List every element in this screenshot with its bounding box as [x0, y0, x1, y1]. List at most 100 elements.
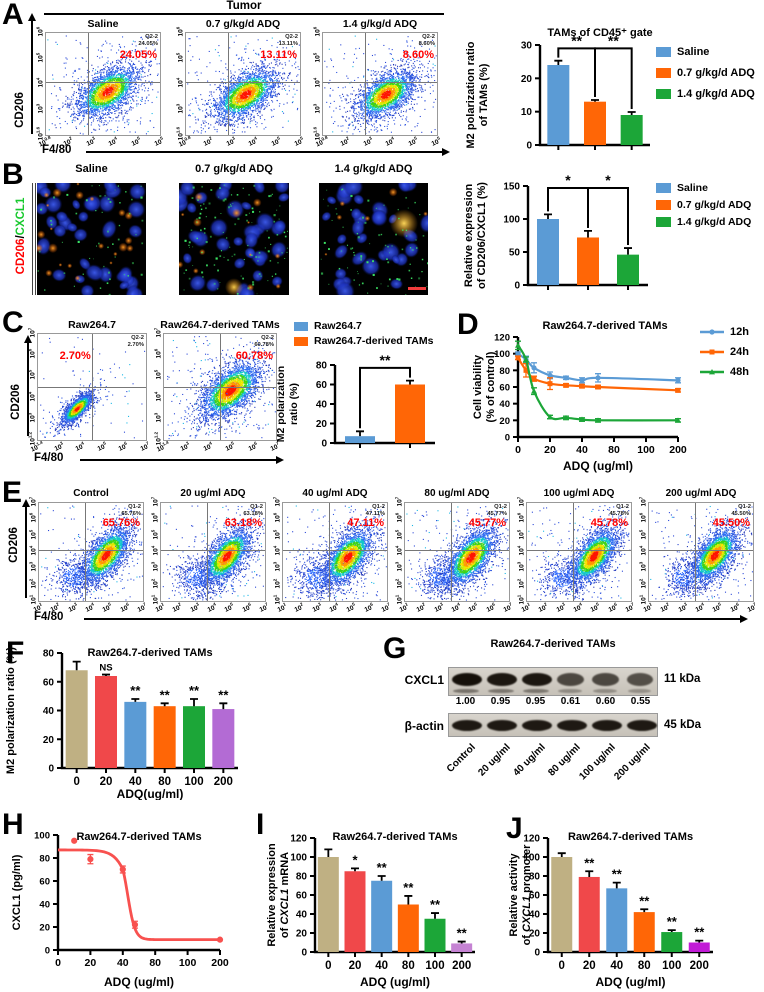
quadrant-vline [206, 503, 208, 601]
svg-text:60: 60 [499, 383, 510, 394]
svg-text:**: ** [430, 897, 441, 912]
flow-plot-title: 100 ug/ml ADQ [543, 488, 615, 499]
svg-text:60: 60 [316, 380, 328, 391]
svg-text:NS: NS [99, 663, 112, 674]
svg-text:**: ** [130, 683, 141, 698]
blot-kda-cxcl1: 11 kDa [664, 673, 701, 685]
flow-y-tick: 105 [35, 52, 45, 62]
legend-label: Saline [677, 182, 708, 194]
flow-scatter-canvas [649, 503, 753, 601]
svg-text:20: 20 [100, 776, 113, 788]
svg-text:100: 100 [425, 960, 444, 972]
panel-a-y-axis-arrowhead-icon [27, 13, 36, 21]
svg-text:Raw264.7-derived TAMs: Raw264.7-derived TAMs [76, 831, 201, 843]
flow-plot: Q2-2 2.70% 2.70% [37, 333, 147, 441]
actin-band [556, 720, 587, 731]
flow-scatter-canvas [405, 503, 509, 601]
cxcl1-band [487, 673, 517, 686]
panel-c-y-axis-label: CD206 [10, 384, 22, 420]
legend-swatch [294, 321, 308, 331]
panel-a-y-axis-arrow-line [31, 20, 33, 134]
cxcl1-minor-band [488, 689, 514, 693]
flow-scatter-canvas [46, 33, 160, 135]
flow-y-tick: 101.2 [27, 431, 37, 446]
svg-text:20: 20 [499, 416, 510, 427]
fluorescence-canvas [319, 183, 428, 295]
percentage-label: 65.76% [102, 517, 140, 529]
svg-text:80: 80 [402, 960, 415, 972]
legend-label: Saline [677, 46, 710, 58]
svg-text:200: 200 [669, 444, 687, 456]
svg-text:100: 100 [184, 776, 203, 788]
actin-band [521, 720, 552, 731]
svg-text:Relative activity: Relative activity [508, 853, 520, 937]
quadrant-hline [405, 550, 509, 552]
flow-y-tick: 107 [150, 496, 160, 507]
fluorescence-canvas [37, 183, 146, 295]
panel-b-frame-line [32, 183, 33, 295]
quadrant-vline [328, 503, 330, 601]
blot-kda-actin: 45 kDa [664, 719, 702, 731]
legend-d: 12h 24h 48h [700, 326, 749, 386]
quadrant-stat: Q1-2 47.11% [365, 504, 385, 518]
legend-marker-icon [700, 349, 724, 355]
legend-marker-icon [700, 329, 724, 335]
svg-text:0: 0 [325, 960, 331, 972]
panel-b-label-sep: / [15, 235, 27, 239]
fluorescence-canvas [179, 183, 289, 295]
panel-e-y-axis-arrowhead-icon [21, 499, 30, 507]
svg-text:40: 40 [529, 910, 541, 921]
svg-text:**: ** [639, 893, 650, 908]
flow-y-tick: 105 [27, 370, 37, 380]
chart-host-b: 0 50 100 150 * * Relative expression of CD206/C… [460, 168, 760, 323]
cxcl1-minor-band [558, 689, 582, 693]
svg-text:TAMs of CD45⁺ gate: TAMs of CD45⁺ gate [547, 27, 652, 39]
svg-text:200: 200 [452, 960, 471, 972]
quadrant-hline [164, 387, 276, 388]
flow-plot-title: 1.4 g/kg/d ADQ [342, 18, 418, 30]
quadrant-hline [649, 550, 753, 552]
svg-text:100: 100 [637, 444, 655, 456]
chart-host-j: 0 20 40 60 80 100 120 0 ** 20 ** 40 ** 80 ** 100 ** 200 Ra… [505, 800, 764, 992]
panel-a-y-axis-label: CD206 [14, 92, 26, 128]
flow-plot-title: 80 ug/ml ADQ [424, 488, 490, 499]
legend-item: Saline [656, 182, 751, 194]
quadrant-vline [572, 503, 574, 601]
quadrant-stat: Q2-2 24.05% [138, 34, 158, 48]
actin-band [626, 720, 657, 731]
svg-text:200: 200 [211, 957, 229, 969]
bar-chart-F_bar: 0 20 40 60 80 0 NS 20 ** 40 ** 80 ** 100 ** 200 Raw264.7… [5, 647, 238, 801]
panel-b-label-cd206: CD206 [15, 238, 27, 275]
quadrant-stat: Q2-2 2.70% [127, 335, 144, 349]
panel-a-x-axis-arrowhead-icon [442, 148, 450, 156]
legend-item: 1.4 g/kg/d ADQ [656, 88, 755, 100]
band-quantification: 1.00 [455, 696, 476, 707]
flow-y-tick: 106 [312, 26, 322, 37]
svg-text:40: 40 [43, 706, 55, 717]
flow-scatter-canvas [186, 33, 300, 135]
panel-c-letter: C [2, 306, 24, 339]
panel-b-frame-line [35, 183, 36, 295]
panel-c-x-axis-arrow-line [80, 459, 276, 461]
quadrant-hline [39, 550, 143, 552]
flow-y-tick: 103 [312, 103, 322, 113]
svg-text:40: 40 [296, 910, 308, 921]
panel-i-letter: I [256, 808, 265, 841]
legend-item: 24h [700, 346, 749, 358]
bar-chart-I_bar: 0 20 40 60 80 100 120 0 * 20 ** 40 ** 80 ** 100 ** 200 Raw… [266, 831, 475, 989]
flow-y-tick: 105 [153, 370, 163, 380]
blot-row-label-actin: β-actin [404, 719, 444, 733]
legend-label: 1.4 g/kg/d ADQ [677, 216, 752, 228]
svg-text:20: 20 [39, 923, 50, 934]
svg-text:40: 40 [576, 444, 588, 456]
percentage-label: 45.77% [468, 517, 506, 529]
svg-text:20: 20 [529, 929, 541, 940]
scale-bar [408, 287, 426, 290]
flow-plot: Q1-2 45.77% 45.77% [404, 502, 510, 602]
svg-text:30: 30 [521, 41, 533, 52]
svg-text:of CXCL1 promoter: of CXCL1 promoter [521, 844, 533, 946]
flow-y-tick: 106 [175, 26, 185, 37]
flow-plot: Q1-2 63.18% 63.18% [160, 502, 266, 602]
svg-text:60: 60 [43, 677, 55, 688]
flow-plot-title: Raw264.7-derived TAMs [160, 319, 280, 331]
